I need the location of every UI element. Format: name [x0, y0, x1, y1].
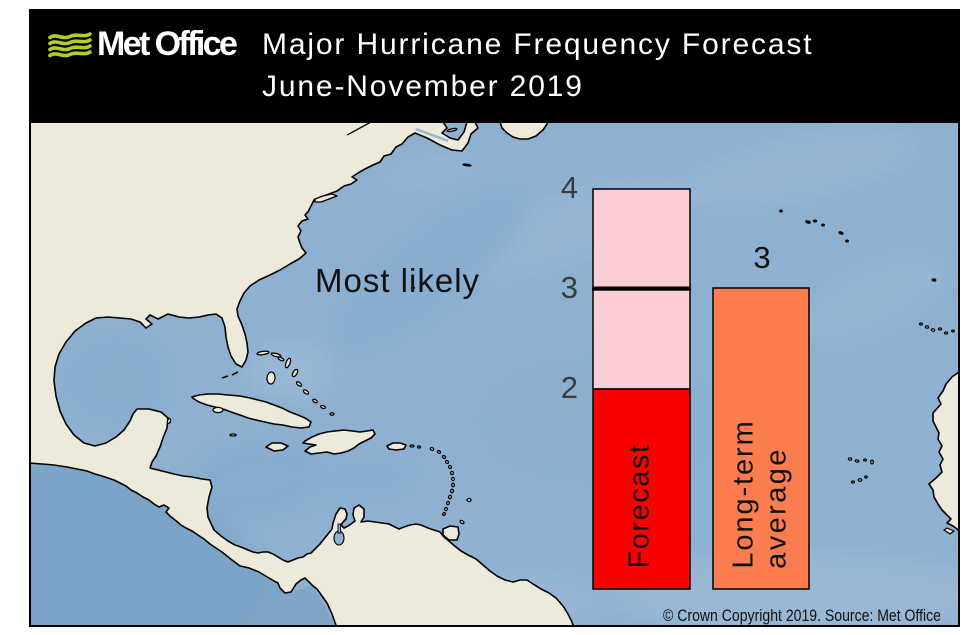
svg-text:Most likely: Most likely [315, 262, 480, 299]
svg-text:3: 3 [753, 240, 770, 275]
svg-text:average: average [761, 447, 793, 569]
svg-text:Forecast: Forecast [624, 444, 656, 569]
svg-text:2: 2 [561, 370, 578, 405]
svg-text:Long-term: Long-term [728, 419, 760, 568]
svg-text:3: 3 [561, 270, 578, 305]
svg-text:4: 4 [561, 170, 578, 205]
svg-text:© Crown Copyright 2019. Source: © Crown Copyright 2019. Source: Met Offi… [663, 607, 941, 625]
